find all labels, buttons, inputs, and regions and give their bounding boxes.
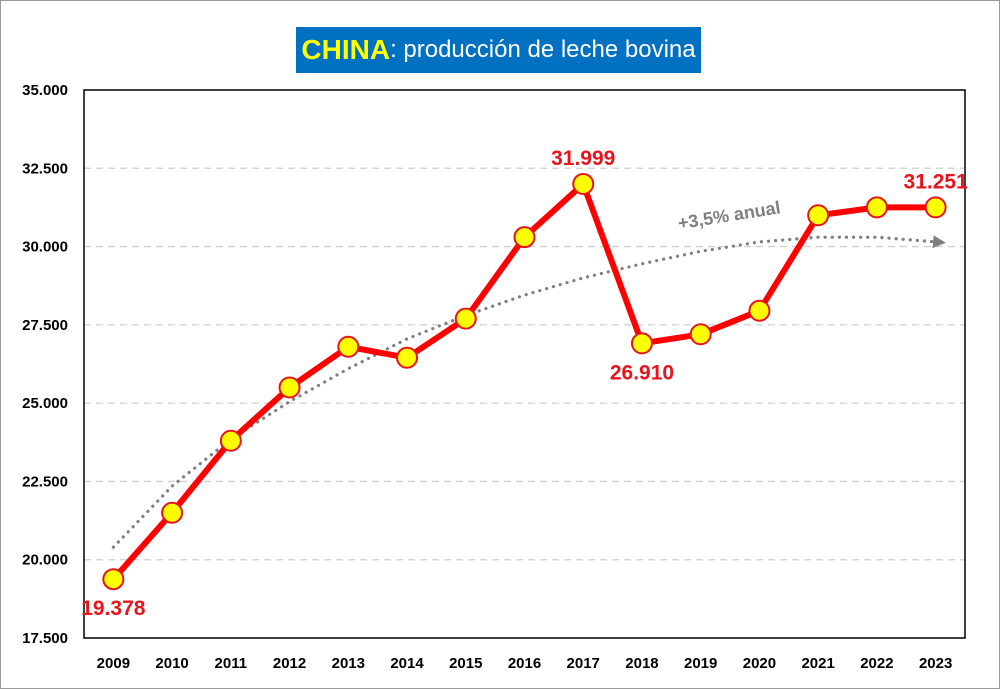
data-point[interactable]	[572, 172, 595, 195]
x-tick-label: 2010	[155, 655, 188, 672]
data-label: 19.378	[81, 597, 146, 620]
y-tick-label: 25.000	[22, 395, 68, 412]
x-tick-label: 2012	[273, 655, 306, 672]
y-tick-label: 27.500	[22, 317, 68, 334]
x-tick-label: 2018	[625, 655, 658, 672]
x-tick-label: 2021	[801, 655, 834, 672]
data-point[interactable]	[513, 226, 536, 249]
y-tick-label: 20.000	[22, 552, 68, 569]
plot-area-border	[83, 89, 966, 639]
y-tick-label: 22.500	[22, 473, 68, 490]
data-label: 26.910	[610, 361, 674, 384]
x-tick-label: 2016	[508, 655, 541, 672]
data-label: 31.999	[551, 147, 615, 170]
data-point[interactable]	[454, 307, 477, 330]
x-tick-label: 2015	[449, 655, 482, 672]
y-tick-label: 35.000	[22, 82, 68, 99]
x-tick-label: 2020	[743, 655, 776, 672]
data-point[interactable]	[807, 204, 830, 227]
y-tick-label: 32.500	[22, 160, 68, 177]
data-point[interactable]	[924, 196, 947, 219]
x-tick-label: 2011	[215, 655, 248, 672]
x-tick-label: 2017	[567, 655, 600, 672]
x-tick-label: 2023	[919, 655, 952, 672]
title-rest: : producción de leche bovina	[390, 36, 696, 63]
data-point[interactable]	[102, 568, 125, 591]
x-tick-label: 2019	[684, 655, 717, 672]
x-tick-label: 2014	[390, 655, 424, 672]
data-point[interactable]	[161, 501, 184, 524]
data-point[interactable]	[630, 332, 653, 355]
data-point[interactable]	[748, 299, 771, 322]
y-tick-label: 17.500	[22, 630, 68, 647]
data-point[interactable]	[278, 376, 301, 399]
data-point[interactable]	[689, 323, 712, 346]
x-tick-label: 2022	[860, 655, 893, 672]
chart-title: CHINA: producción de leche bovina	[296, 27, 701, 73]
data-point[interactable]	[396, 346, 419, 369]
trend-label: +3,5% anual	[676, 197, 781, 233]
data-label: 31.251	[904, 170, 969, 193]
y-tick-label: 30.000	[22, 239, 68, 256]
title-country: CHINA	[301, 34, 391, 65]
x-tick-label: 2013	[332, 655, 365, 672]
x-tick-label: 2009	[97, 655, 130, 672]
data-point[interactable]	[219, 429, 242, 452]
data-point[interactable]	[865, 196, 888, 219]
trend-line	[111, 235, 946, 549]
data-point[interactable]	[337, 335, 360, 358]
